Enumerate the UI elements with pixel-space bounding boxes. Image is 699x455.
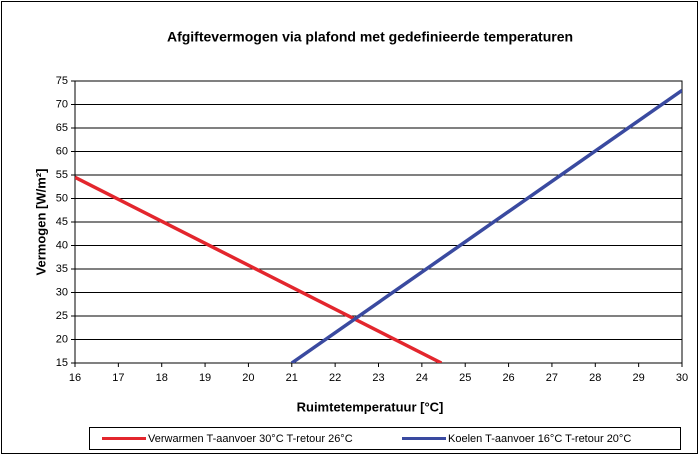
y-tick-label: 45: [56, 216, 68, 228]
x-tick-label: 19: [199, 372, 211, 384]
x-tick-label: 28: [589, 372, 601, 384]
legend-label: Koelen T-aanvoer 16°C T-retour 20°C: [448, 433, 631, 445]
x-tick-label: 16: [69, 372, 81, 384]
series-line: [75, 175, 443, 363]
y-tick-label: 35: [56, 263, 68, 275]
x-tick-label: 21: [286, 372, 298, 384]
x-tick-label: 20: [242, 372, 254, 384]
plot-area: [74, 80, 683, 364]
y-tick-label: 55: [56, 169, 68, 181]
y-tick-label: 25: [56, 310, 68, 322]
y-tick-label: 30: [56, 286, 68, 298]
x-axis-label: Ruimtetemperatuur [°C]: [297, 399, 444, 414]
legend-box: [89, 427, 681, 450]
x-tick-label: 27: [546, 372, 558, 384]
x-tick-label: 23: [372, 372, 384, 384]
x-tick-label: 18: [156, 372, 168, 384]
legend-label: Verwarmen T-aanvoer 30°C T-retour 26°C: [148, 433, 353, 445]
x-tick-label: 29: [633, 372, 645, 384]
x-tick-label: 30: [676, 372, 688, 384]
x-tick-label: 17: [112, 372, 124, 384]
y-tick-label: 40: [56, 239, 68, 251]
y-tick-label: 20: [56, 333, 68, 345]
x-tick-label: 24: [416, 372, 428, 384]
x-tick-label: 26: [502, 372, 514, 384]
y-axis-label: Vermogen [W/m²]: [33, 169, 48, 276]
x-tick-label: 25: [459, 372, 471, 384]
y-tick-label: 70: [56, 98, 68, 110]
y-tick-label: 50: [56, 192, 68, 204]
y-tick-label: 75: [56, 75, 68, 87]
x-tick-label: 22: [329, 372, 341, 384]
y-tick-label: 65: [56, 122, 68, 134]
series-line: [290, 88, 682, 363]
chart-title: Afgiftevermogen via plafond met gedefini…: [167, 29, 573, 45]
y-tick-label: 15: [56, 357, 68, 369]
y-tick-label: 60: [56, 145, 68, 157]
